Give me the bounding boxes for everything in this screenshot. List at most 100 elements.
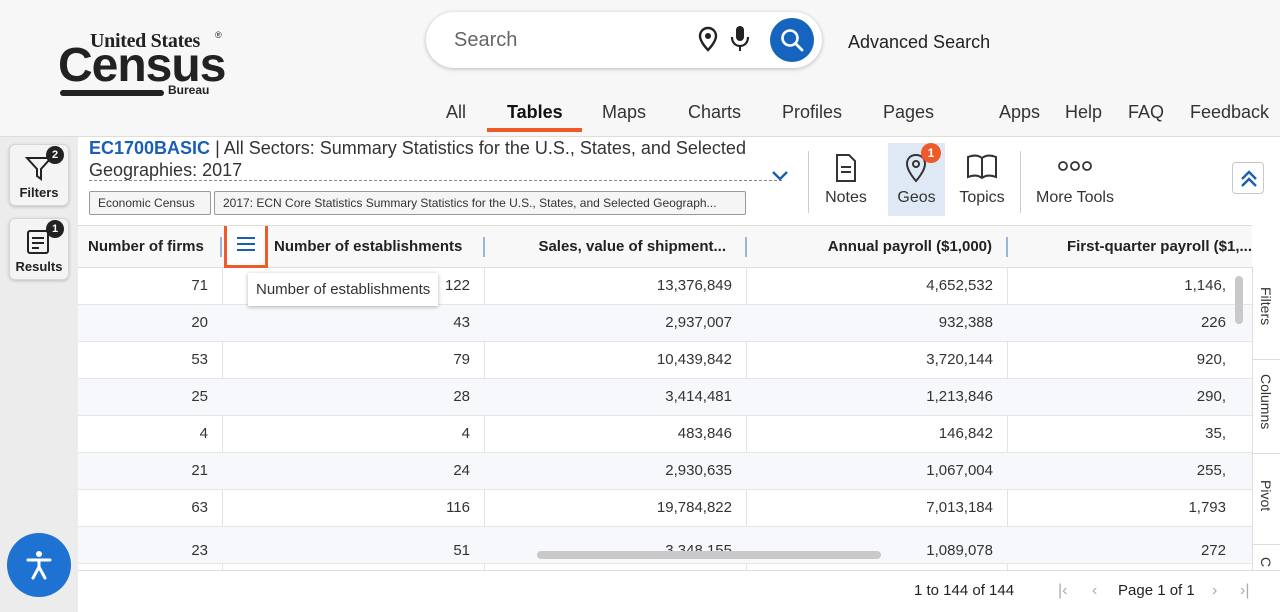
geos-count-badge: 1 [921, 143, 941, 163]
next-page-icon[interactable]: › [1212, 582, 1218, 599]
cell-annual-payroll: 7,013,184 [926, 499, 993, 516]
search-input[interactable] [454, 26, 694, 54]
cell-firms: 4 [199, 425, 208, 442]
results-label: Results [15, 259, 63, 274]
location-pin-icon[interactable] [696, 26, 720, 57]
cell-annual-payroll: 146,842 [938, 425, 993, 442]
cell-firms: 21 [191, 462, 208, 479]
cell-annual-payroll: 4,652,532 [926, 277, 993, 294]
first-page-icon[interactable]: |‹ [1058, 582, 1068, 599]
toolbar-separator [1020, 151, 1021, 213]
col-header-annual-payroll[interactable]: Annual payroll ($1,000) [827, 238, 992, 255]
column-divider [746, 268, 747, 570]
vertical-scrollbar[interactable] [1235, 276, 1243, 324]
nav-pages[interactable]: Pages [883, 102, 935, 122]
column-resizer[interactable] [1006, 237, 1008, 257]
title-underline [89, 180, 782, 181]
column-resizer[interactable] [745, 237, 747, 257]
table-row[interactable]: 63 116 19,784,822 7,013,184 1,793 [78, 490, 1252, 527]
table-row[interactable]: 71 122 13,376,849 4,652,532 1,146, [78, 268, 1252, 305]
cell-first-quarter-payroll: 920, [1196, 351, 1226, 368]
side-tab-filters[interactable]: Filters [1253, 267, 1280, 360]
cell-establishments: 43 [453, 314, 470, 331]
nav-maps[interactable]: Maps [602, 102, 647, 122]
cell-establishments: 122 [444, 277, 470, 294]
notes-button[interactable]: Notes [818, 143, 874, 216]
accessibility-button[interactable] [7, 533, 71, 597]
col-header-establishments[interactable]: Number of establishments [274, 238, 463, 255]
side-tab-pivot[interactable]: Pivot [1253, 454, 1280, 545]
toolbar-separator [808, 151, 809, 213]
chip-economic-census[interactable]: Economic Census [89, 191, 211, 215]
nav-feedback[interactable]: Feedback [1190, 102, 1270, 122]
table-row[interactable]: 25 28 3,414,481 1,213,846 290, [78, 379, 1252, 416]
column-divider [484, 268, 485, 570]
cell-establishments: 51 [453, 542, 470, 559]
cell-establishments: 24 [453, 462, 470, 479]
table-title-text: | All Sectors: Summary Statistics for th… [89, 138, 746, 180]
collapse-button[interactable] [1232, 162, 1264, 194]
table-row[interactable]: 21 24 2,930,635 1,067,004 255, [78, 453, 1252, 490]
cell-first-quarter-payroll: 1,793 [1188, 499, 1226, 516]
column-resizer[interactable] [483, 237, 485, 257]
column-tooltip: Number of establishments [248, 273, 439, 306]
column-menu-button[interactable] [224, 226, 268, 268]
nav-help[interactable]: Help [1065, 102, 1103, 122]
cell-first-quarter-payroll: 290, [1196, 388, 1226, 405]
row-range: 1 to 144 of 144 [914, 582, 1015, 599]
side-tab-columns[interactable]: Columns [1253, 360, 1280, 454]
logo-bureau: Bureau [168, 83, 210, 97]
table-row[interactable]: 53 79 10,439,842 3,720,144 920, [78, 342, 1252, 379]
census-logo[interactable]: United States ® Census Bureau [58, 30, 228, 102]
nav-apps[interactable]: Apps [999, 102, 1041, 122]
nav-charts[interactable]: Charts [688, 102, 742, 122]
cell-annual-payroll: 1,213,846 [926, 388, 993, 405]
cell-establishments: 79 [453, 351, 470, 368]
nav-all[interactable]: All [446, 102, 467, 122]
search-button[interactable] [770, 18, 814, 62]
col-header-first-quarter-payroll[interactable]: First-quarter payroll ($1,... [1066, 238, 1252, 255]
side-tab-more[interactable]: C [1253, 545, 1280, 570]
horizontal-scrollbar[interactable] [537, 551, 881, 559]
cell-firms: 20 [191, 314, 208, 331]
column-resizer[interactable] [220, 237, 222, 257]
last-page-icon[interactable]: ›| [1240, 582, 1250, 599]
nav-tables[interactable]: Tables [507, 102, 563, 122]
cell-first-quarter-payroll: 35, [1205, 425, 1226, 442]
column-divider [222, 268, 223, 570]
hamburger-menu-icon [237, 237, 255, 251]
cell-first-quarter-payroll: 1,146, [1184, 277, 1226, 294]
side-tab-columns-label: Columns [1258, 374, 1274, 430]
double-chevron-up-icon [1241, 170, 1257, 187]
cell-sales: 2,930,635 [665, 462, 732, 479]
cell-firms: 53 [191, 351, 208, 368]
previous-page-icon[interactable]: ‹ [1092, 582, 1098, 599]
table-row[interactable]: 20 43 2,937,007 932,388 226 [78, 305, 1252, 342]
cell-first-quarter-payroll: 226 [1200, 314, 1226, 331]
microphone-icon[interactable] [730, 25, 750, 58]
chevron-down-icon[interactable] [770, 168, 790, 189]
results-count-badge: 1 [46, 220, 64, 238]
more-tools-button[interactable]: More Tools [1030, 143, 1120, 216]
results-icon [27, 230, 49, 254]
grid-footer [78, 570, 1280, 612]
col-header-firms[interactable]: Number of firms [88, 238, 204, 255]
cell-establishments: 4 [461, 425, 470, 442]
column-divider [1007, 268, 1008, 570]
topics-button[interactable]: Topics [952, 143, 1012, 216]
cell-sales: 10,439,842 [656, 351, 732, 368]
cell-annual-payroll: 1,067,004 [926, 462, 993, 479]
geos-button[interactable]: Geos [888, 143, 945, 216]
nav-profiles[interactable]: Profiles [782, 102, 843, 122]
active-tab-underline [487, 128, 582, 132]
col-header-sales[interactable]: Sales, value of shipment... [538, 238, 726, 255]
geos-label: Geos [897, 189, 936, 206]
advanced-search-link[interactable]: Advanced Search [848, 32, 991, 52]
table-id[interactable]: EC1700BASIC [89, 138, 211, 158]
side-tab-filters-label: Filters [1258, 287, 1274, 326]
nav-faq[interactable]: FAQ [1128, 102, 1165, 122]
table-row[interactable]: 4 4 483,846 146,842 35, [78, 416, 1252, 453]
chip-dataset[interactable]: 2017: ECN Core Statistics Summary Statis… [214, 191, 746, 215]
logo-bar [60, 90, 164, 96]
accessibility-icon [26, 551, 52, 580]
